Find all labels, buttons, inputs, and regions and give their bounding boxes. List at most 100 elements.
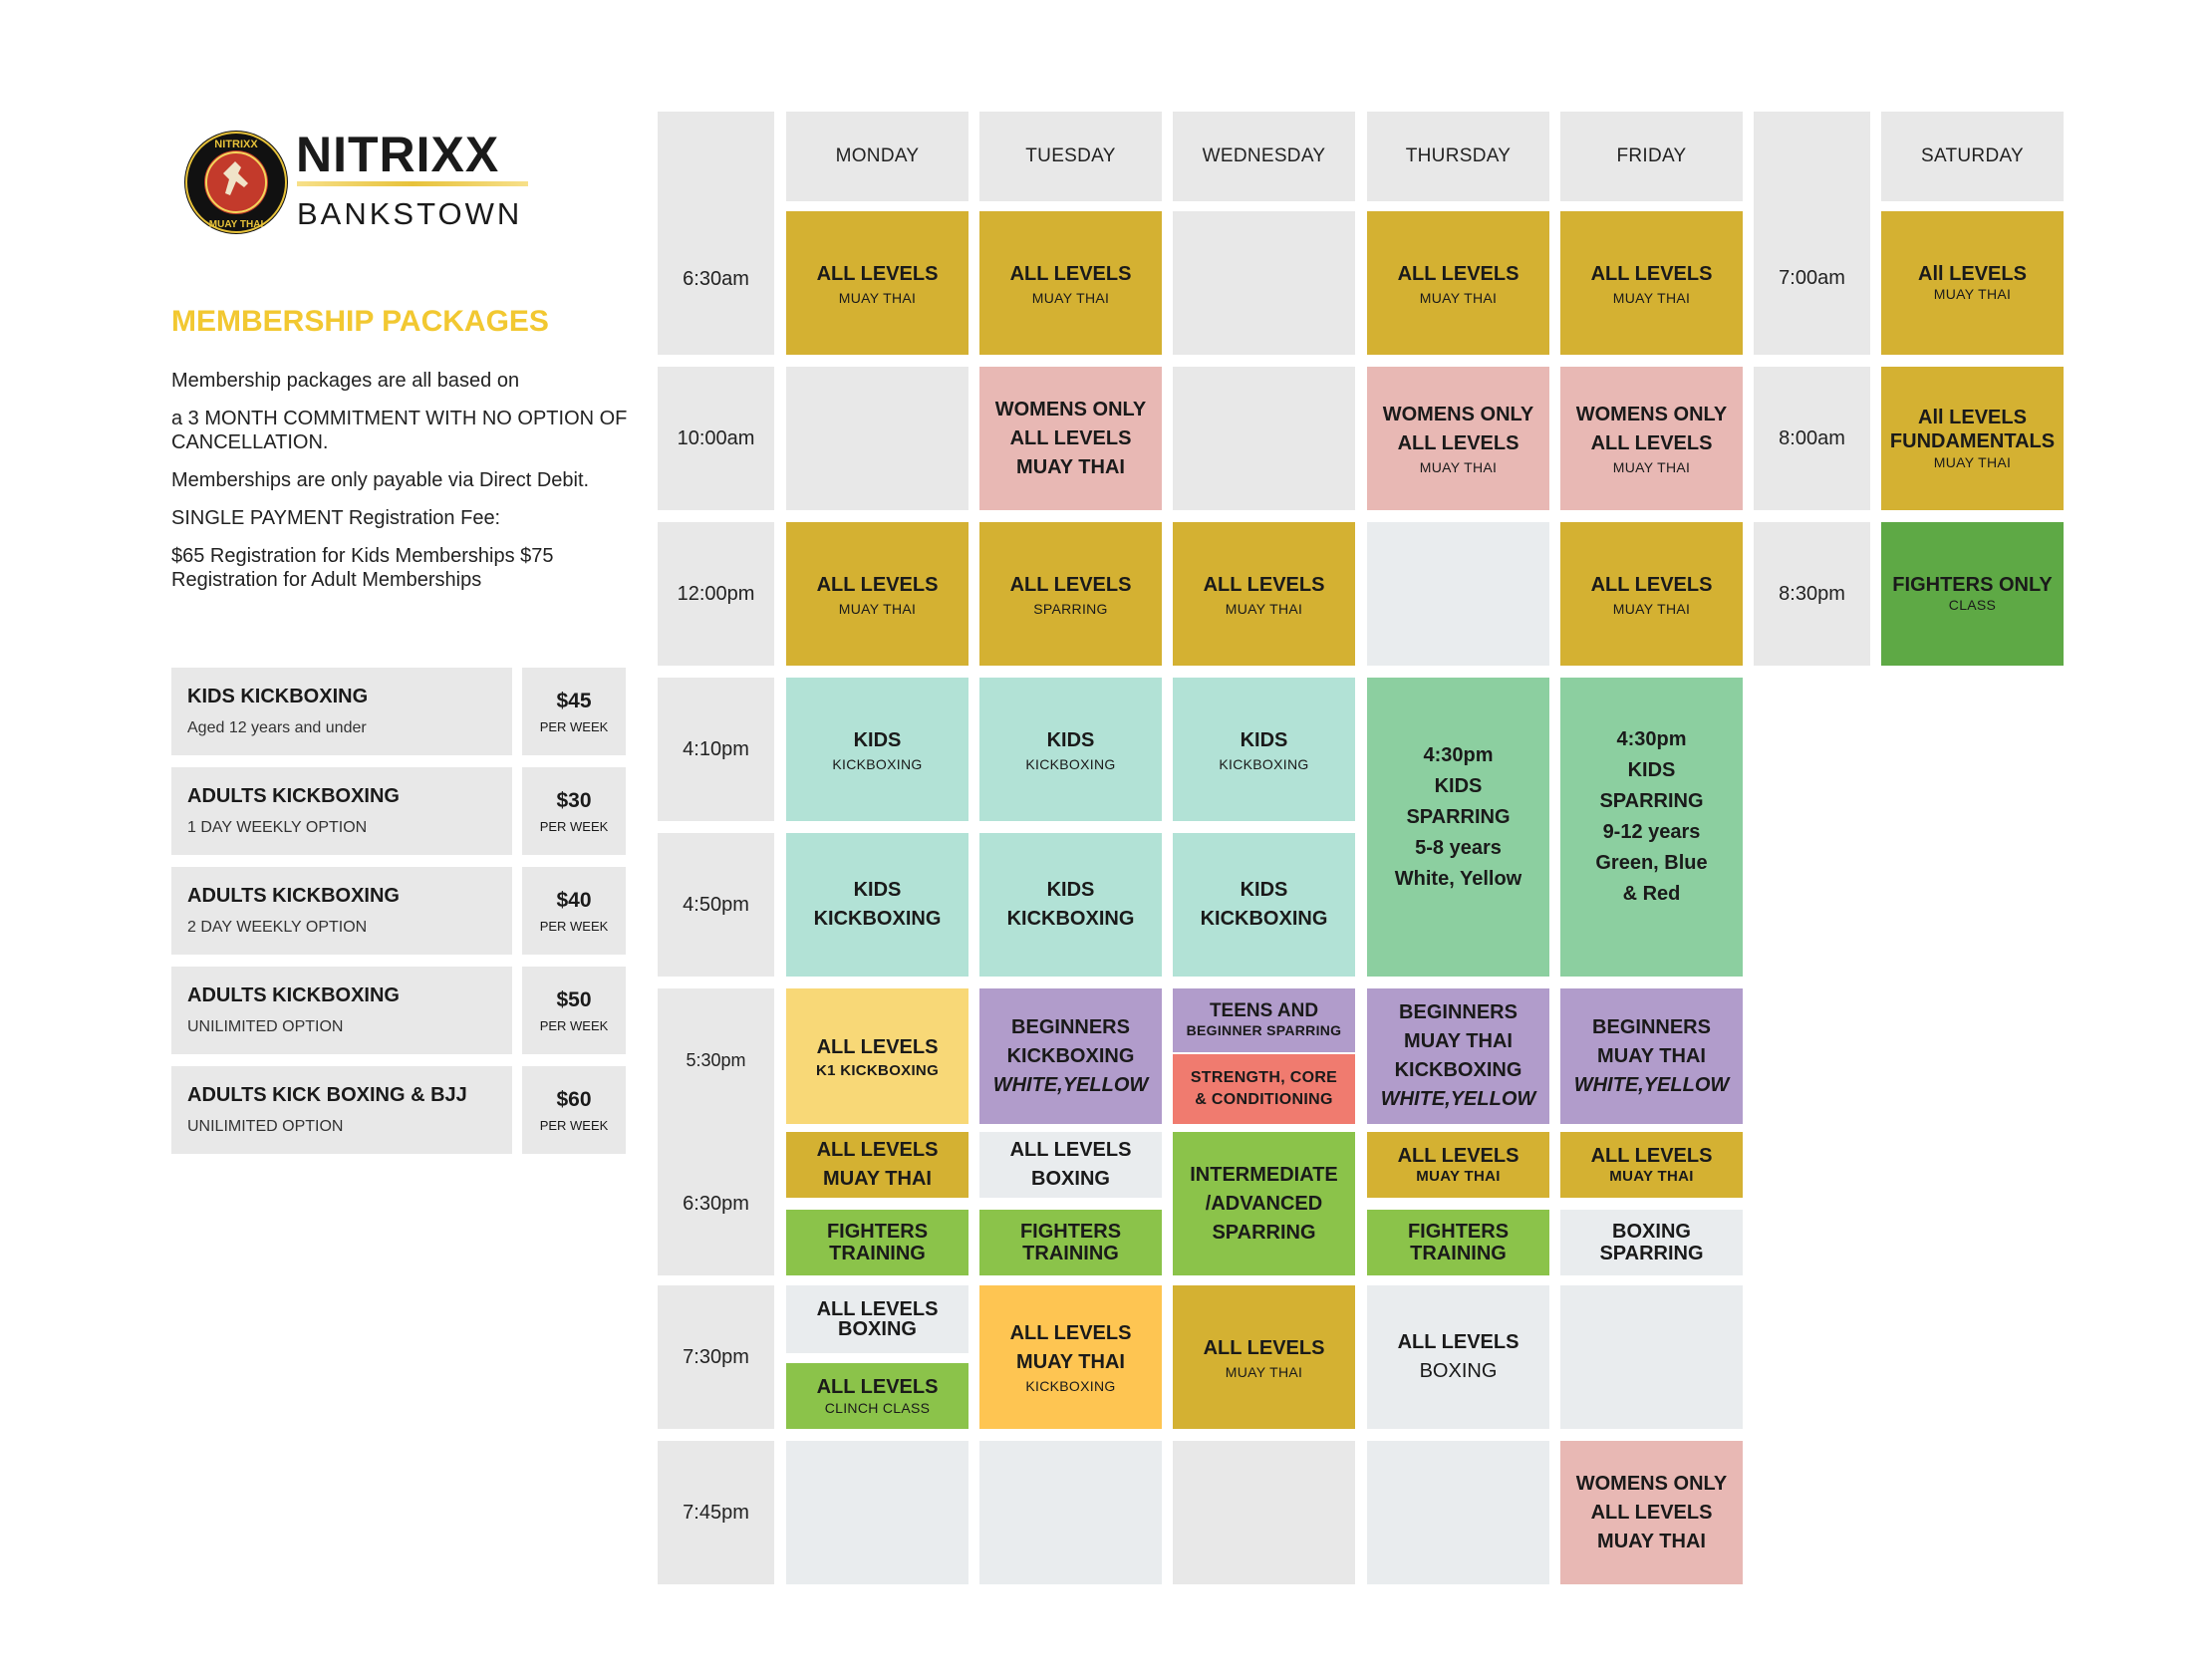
class-block: ALL LEVELS MUAY THAI KICKBOXING [979,1285,1162,1429]
class-title: ALL LEVELS [816,573,939,596]
info-line: a 3 MONTH COMMITMENT WITH NO OPTION OF C… [171,408,628,453]
class-sub: MUAY THAI [838,289,917,306]
class-line: INTERMEDIATE [1190,1163,1338,1186]
class-line: SPARRING [1212,1221,1316,1244]
empty-slot [1173,367,1355,510]
nitrixx-logo-icon: NITRIXX MUAY THAI [184,131,288,234]
class-block: KIDS KICKBOXING [979,833,1162,977]
class-line: 4:30pm [1423,743,1494,766]
class-line: BOXING [1031,1168,1110,1190]
class-title: ALL LEVELS [1203,1336,1325,1359]
svg-text:NITRIXX: NITRIXX [214,139,258,150]
class-sub: MUAY THAI [1933,454,2012,470]
info-line: $65 Registration for Kids Memberships $7… [171,545,554,591]
class-line: FIGHTERS [826,1221,929,1243]
class-line: SPARRING [1599,1243,1704,1264]
class-line: White, Yellow [1394,867,1522,890]
class-line: ALL LEVELS [1590,1501,1713,1524]
class-title: ALL LEVELS [1203,573,1325,596]
class-line: WOMENS ONLY [1575,1472,1728,1495]
class-block: FIGHTERS TRAINING [979,1210,1162,1275]
class-sub: MUAY THAI [1609,1168,1694,1185]
day-header-tuesday: TUESDAY [979,112,1162,201]
class-sub: MUAY THAI [1031,289,1110,306]
class-sub: MUAY THAI [1416,1168,1501,1185]
time-label: 6:30pm [658,1132,774,1275]
class-block: ALL LEVELS MUAY THAI [1367,211,1549,355]
price-unit: PER WEEK [539,1017,609,1033]
class-line: MUAY THAI [1597,1530,1706,1552]
class-block: ALL LEVELS CLINCH CLASS [786,1363,968,1429]
time-label: 7:30pm [658,1285,774,1429]
class-sub: KICKBOXING [1025,755,1116,772]
class-block: TEENS AND BEGINNER SPARRING [1173,988,1355,1052]
class-block: KIDS KICKBOXING [786,833,968,977]
empty-slot [1367,522,1549,666]
package-sub: 2 DAY WEEKLY OPTION [187,919,368,936]
class-block: FIGHTERS ONLY CLASS [1881,522,2064,666]
package-sub: Aged 12 years and under [187,719,367,736]
class-block: KIDS KICKBOXING [979,678,1162,821]
class-line: BOXING [838,1318,917,1340]
class-line: 9-12 years [1602,821,1701,843]
class-title: KIDS [1046,728,1095,751]
class-line: KICKBOXING [1006,1044,1135,1067]
day-header-thursday: THURSDAY [1367,112,1549,201]
price-value: $60 [556,1087,592,1111]
class-sub: MUAY THAI [1225,600,1303,617]
info-line: SINGLE PAYMENT Registration Fee: [171,507,501,529]
class-title: ALL LEVELS [1397,262,1520,285]
class-line: ALL LEVELS [1397,1145,1520,1167]
info-line: Memberships are only payable via Direct … [171,469,590,491]
class-line: KIDS [1627,759,1676,781]
saturday-time-label: 8:00am [1754,367,1870,510]
class-line: BEGINNER SPARRING [1186,1022,1342,1038]
package-name: ADULTS KICKBOXING [187,984,400,1006]
class-title: KIDS [1240,728,1288,751]
class-line: KICKBOXING [1006,908,1135,930]
price-value: $45 [556,689,592,712]
class-sub: MUAY THAI [1612,600,1691,617]
info-line: Membership packages are all based on [171,370,520,392]
empty-slot [786,367,968,510]
membership-info: Membership packages are all based on a 3… [171,369,630,606]
class-block: WOMENS ONLY ALL LEVELS MUAY THAI [979,367,1162,510]
class-line: ALL LEVELS [1009,1322,1132,1344]
class-line: BOXING [1612,1221,1691,1243]
class-line: /ADVANCED [1205,1192,1323,1215]
class-block: INTERMEDIATE /ADVANCED SPARRING [1173,1132,1355,1275]
class-sub: MUAY THAI [1612,459,1691,475]
class-line: ALL LEVELS [816,1376,939,1398]
class-line: KICKBOXING [1394,1059,1522,1081]
class-block: KIDS KICKBOXING [1173,833,1355,977]
class-line: 4:30pm [1616,728,1687,750]
package-card: ADULTS KICKBOXING UNILIMITED OPTION [171,967,512,1054]
package-price: $60 PER WEEK [522,1066,626,1154]
class-line: STRENGTH, CORE [1190,1069,1338,1086]
class-line: MUAY THAI [1404,1030,1513,1052]
class-block: ALL LEVELS K1 KICKBOXING [786,988,968,1124]
class-title: ALL LEVELS [1009,262,1132,285]
brand-location: BANKSTOWN [297,196,523,231]
class-line: BEGINNERS [1399,1001,1518,1023]
class-block: ALL LEVELS MUAY THAI [786,522,968,666]
price-value: $40 [556,888,592,912]
package-sub: UNILIMITED OPTION [187,1018,344,1035]
class-line: MUAY THAI [1016,1351,1125,1373]
class-sub: CLINCH CLASS [824,1400,931,1416]
class-sub: KICKBOXING [1025,1378,1116,1394]
class-block: BEGINNERS KICKBOXING WHITE,YELLOW [979,988,1162,1124]
class-line: BEGINNERS [1011,1015,1130,1038]
class-line: MUAY THAI [823,1168,932,1190]
class-block: ALL LEVELS SPARRING [979,522,1162,666]
price-unit: PER WEEK [539,818,609,834]
membership-heading: MEMBERSHIP PACKAGES [171,305,549,338]
saturday-time-label: 8:30pm [1754,522,1870,666]
class-block: ALL LEVELS MUAY THAI [1367,1132,1549,1198]
class-line: KICKBOXING [1200,908,1328,930]
class-line: ALL LEVELS [1397,432,1520,454]
class-sub: SPARRING [1033,600,1108,617]
class-line: SPARRING [1599,790,1704,812]
class-line: KIDS [1434,774,1483,797]
class-line: WHITE,YELLOW [1380,1088,1536,1110]
